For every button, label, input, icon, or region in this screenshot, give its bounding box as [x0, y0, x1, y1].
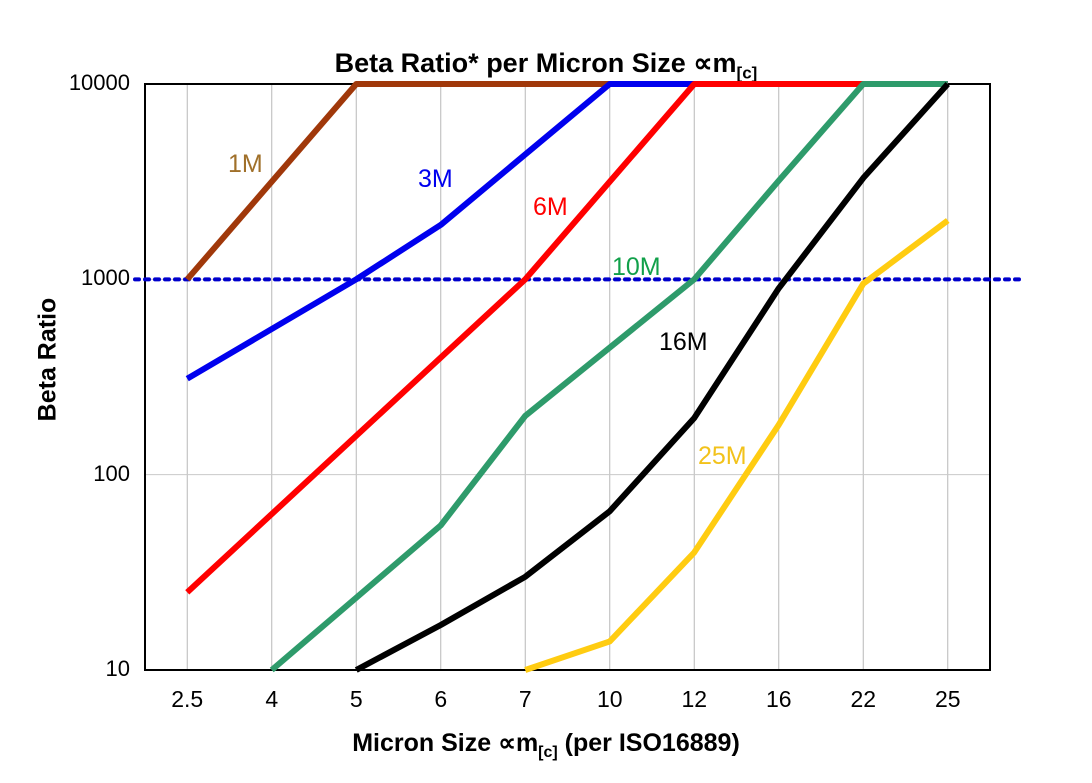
- series-label-6M: 6M: [533, 193, 568, 221]
- series-line-10M: [269, 81, 948, 673]
- x-tick-label-12: 12: [681, 686, 708, 712]
- series-label-16M: 16M: [659, 328, 708, 356]
- series-line-16M: [354, 81, 950, 673]
- x-tick-label-6: 6: [434, 686, 448, 712]
- x-tick-label-16: 16: [765, 686, 792, 712]
- series-label-25M: 25M: [698, 442, 747, 470]
- x-tick-label-25: 25: [934, 686, 961, 712]
- y-tick-label-1000: 1000: [81, 265, 130, 291]
- x-axis-title-subscript: [c]: [538, 744, 558, 761]
- series-label-10M: 10M: [612, 253, 661, 281]
- x-axis-title-main: Micron Size ∝m: [352, 729, 539, 757]
- x-axis-title-tail: (per ISO16889): [557, 729, 740, 757]
- chart-title-subscript: [c]: [736, 63, 758, 83]
- data-series-group: [184, 81, 950, 673]
- series-label-1M: 1M: [228, 150, 263, 178]
- x-tick-label-10: 10: [596, 686, 623, 712]
- series-line-6M: [185, 81, 948, 595]
- chart-title-main: Beta Ratio* per Micron Size ∝m: [334, 48, 737, 78]
- x-tick-label-2.5: 2.5: [171, 686, 204, 712]
- x-axis-title: Micron Size ∝m[c] (per ISO16889): [0, 728, 1092, 762]
- series-line-25M: [524, 218, 950, 673]
- y-tick-label-100: 100: [93, 460, 130, 486]
- series-label-3M: 3M: [418, 165, 453, 193]
- x-tick-label-4: 4: [265, 686, 279, 712]
- x-tick-label-7: 7: [518, 686, 532, 712]
- y-tick-label-10000: 10000: [68, 70, 130, 95]
- x-tick-label-5: 5: [349, 686, 363, 712]
- chart-title: Beta Ratio* per Micron Size ∝m[c]: [0, 48, 1092, 83]
- x-tick-label-22: 22: [850, 686, 877, 712]
- gridlines: [145, 84, 990, 670]
- y-tick-label-10: 10: [105, 656, 130, 681]
